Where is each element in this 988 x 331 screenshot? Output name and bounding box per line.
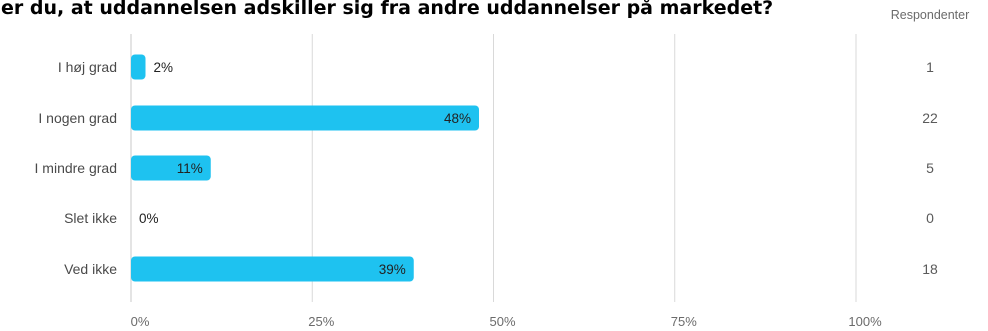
bar: [131, 155, 211, 181]
labels-layer: 0% 25% 50% 75% 100%I høj grad 2% 1I nogen grad…: [35, 59, 938, 329]
x-tick-label: 50%: [489, 314, 515, 329]
data-label: 0%: [139, 211, 159, 226]
respondents-header: Respondenter: [891, 8, 970, 22]
respondent-count: 22: [922, 110, 938, 126]
category-label: Ved ikke: [64, 261, 117, 277]
bars-layer: [131, 54, 479, 282]
data-label: 39%: [379, 262, 406, 277]
x-tick-label: 75%: [671, 314, 697, 329]
bar: [131, 256, 414, 282]
x-tick-label: 100%: [848, 314, 882, 329]
data-label: 11%: [177, 161, 203, 176]
category-label: I høj grad: [58, 59, 117, 75]
bar: [131, 105, 479, 131]
respondent-count: 0: [926, 210, 934, 226]
respondent-count: 1: [926, 59, 934, 75]
category-label: I nogen grad: [38, 110, 117, 126]
respondent-count: 18: [922, 261, 938, 277]
x-tick-label: 25%: [308, 314, 334, 329]
respondent-count: 5: [926, 160, 934, 176]
category-label: I mindre grad: [35, 160, 117, 176]
bar: [131, 54, 146, 80]
data-label: 2%: [154, 60, 174, 75]
x-tick-label: 0%: [131, 314, 150, 329]
category-label: Slet ikke: [64, 210, 117, 226]
data-label: 48%: [444, 111, 471, 126]
chart-title: er du, at uddannelsen adskiller sig fra …: [1, 0, 773, 19]
